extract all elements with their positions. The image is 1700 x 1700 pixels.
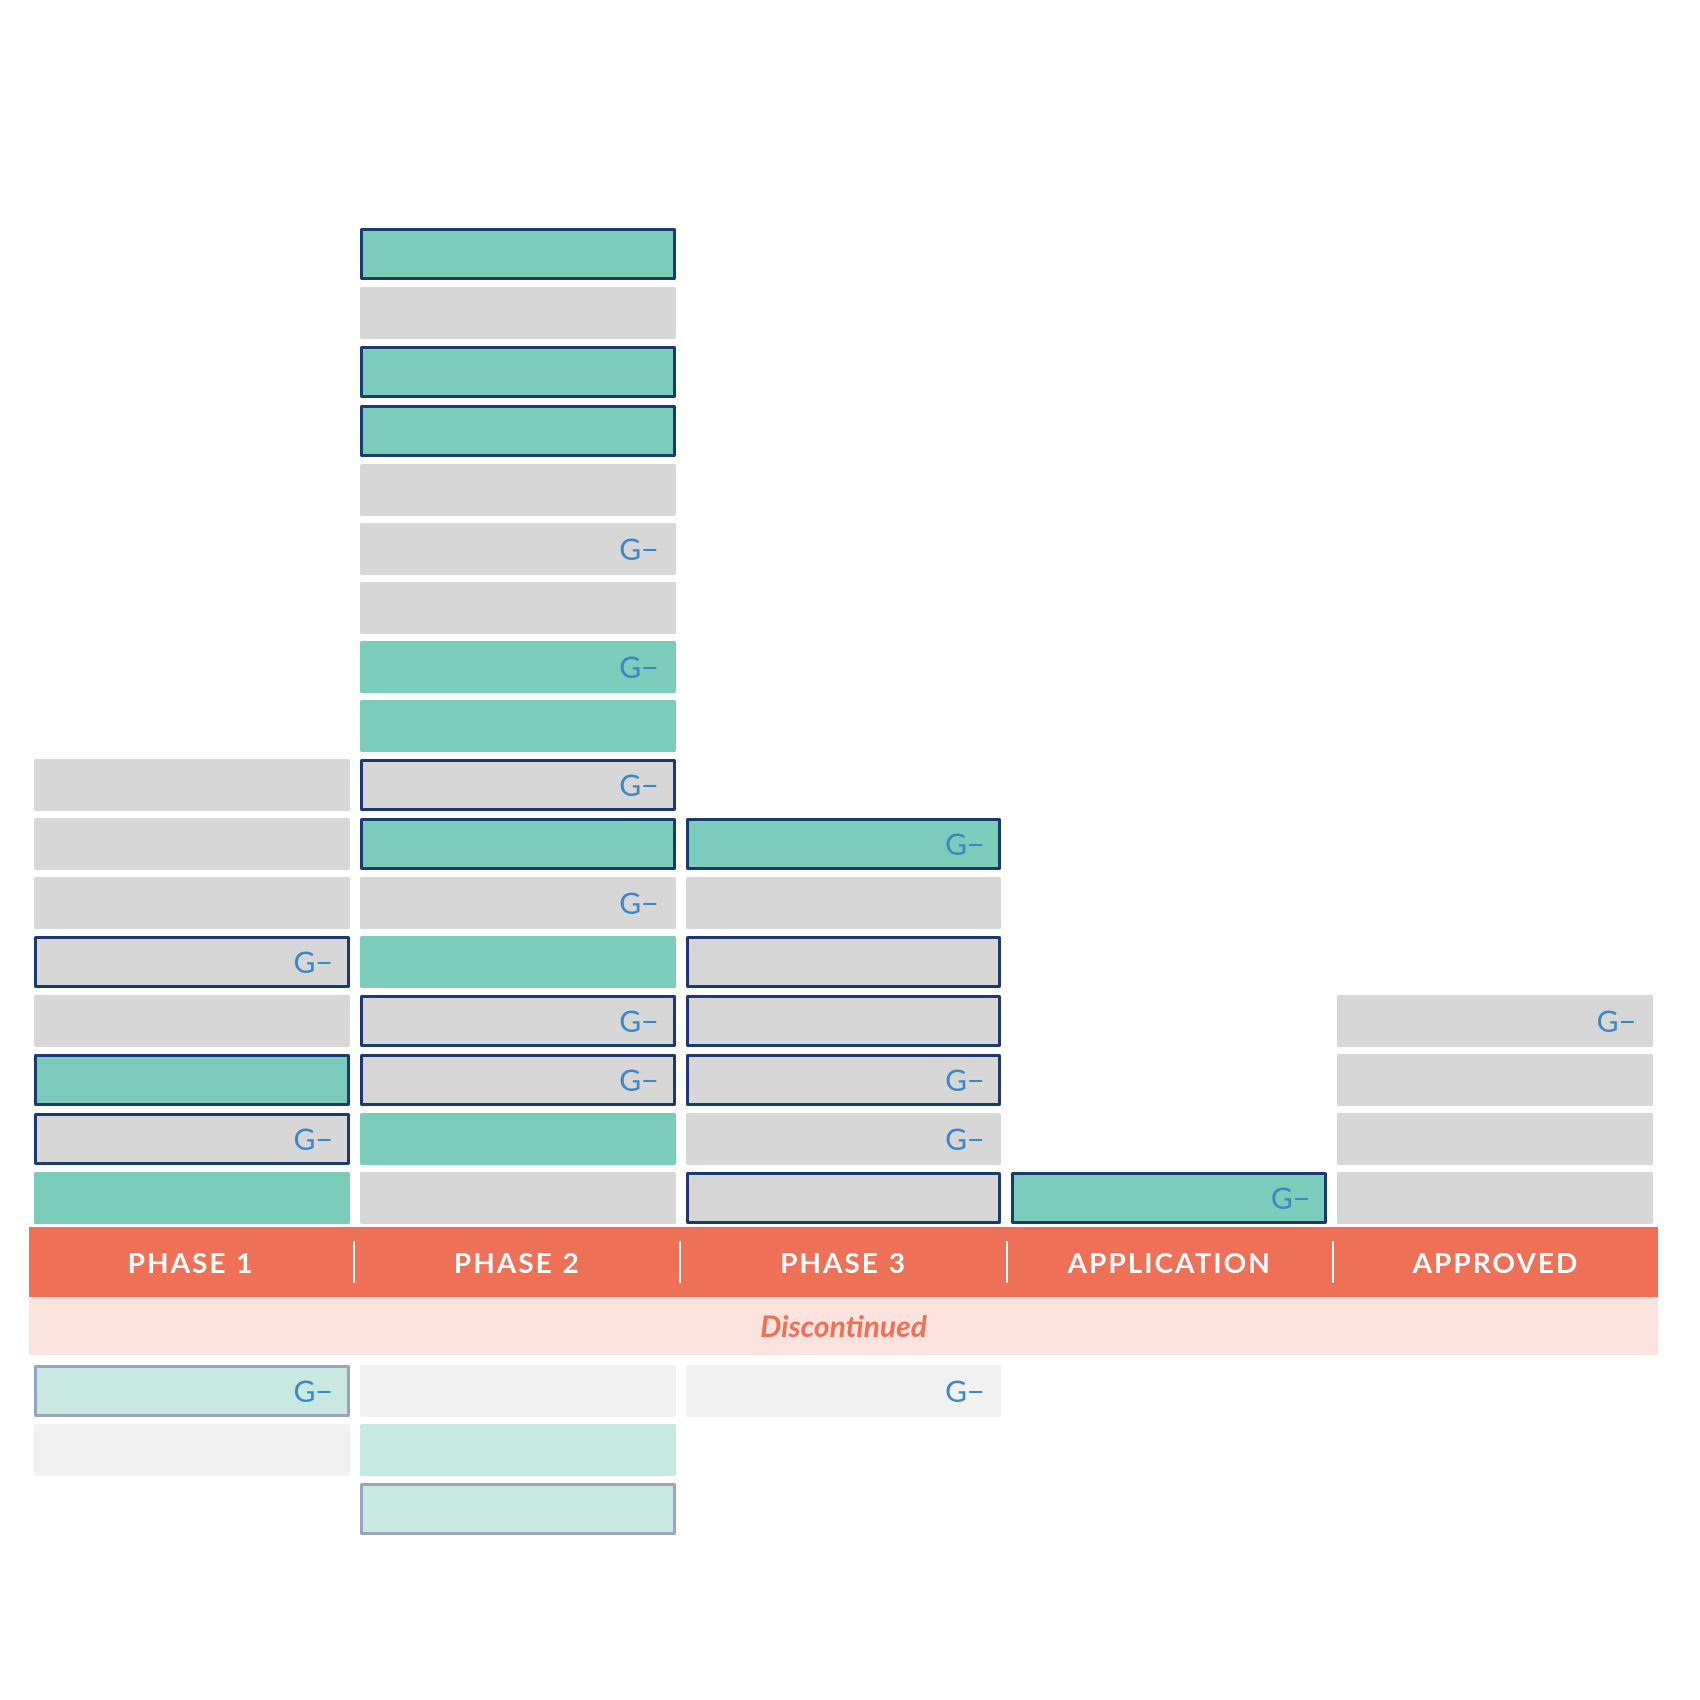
phase-header-label: PHASE 3 xyxy=(780,1245,907,1279)
pipeline-box xyxy=(360,582,676,634)
pipeline-box xyxy=(686,936,1002,988)
box-label: G− xyxy=(945,1373,984,1409)
phase-header: APPLICATION xyxy=(1008,1227,1332,1297)
pipeline-box xyxy=(34,995,350,1047)
box-label: G− xyxy=(293,944,332,980)
phase-column: G− xyxy=(1006,212,1332,1224)
discontinued-stacks-region: G− G− xyxy=(29,1358,1658,1598)
pipeline-box: G− xyxy=(686,1113,1002,1165)
pipeline-box xyxy=(1337,1113,1653,1165)
phase-bar: PHASE 1 PHASE 2 PHASE 3 APPLICATION APPROVED xyxy=(29,1227,1658,1297)
pipeline-box: G− xyxy=(360,523,676,575)
pipeline-box xyxy=(360,1172,676,1224)
box-label: G− xyxy=(619,885,658,921)
box-label: G− xyxy=(945,826,984,862)
pipeline-box xyxy=(360,936,676,988)
box-label: G− xyxy=(945,1062,984,1098)
box-label: G− xyxy=(619,1062,658,1098)
pipeline-box: G− xyxy=(360,1054,676,1106)
phase-header-label: APPLICATION xyxy=(1068,1245,1272,1279)
pipeline-box xyxy=(360,228,676,280)
pipeline-box: G− xyxy=(360,995,676,1047)
phase-column: G− G− G− xyxy=(681,212,1007,1224)
phase-column-discontinued xyxy=(355,1358,681,1598)
phase-header: APPROVED xyxy=(1334,1227,1658,1297)
pipeline-box xyxy=(1337,1172,1653,1224)
phase-header: PHASE 3 xyxy=(681,1227,1005,1297)
box-label: G− xyxy=(619,649,658,685)
pipeline-box: G− xyxy=(1337,995,1653,1047)
pipeline-box xyxy=(360,1113,676,1165)
phase-header: PHASE 2 xyxy=(355,1227,679,1297)
pipeline-box xyxy=(34,759,350,811)
pipeline-box xyxy=(1337,1054,1653,1106)
pipeline-box xyxy=(34,1424,350,1476)
pipeline-box xyxy=(360,1483,676,1535)
pipeline-box: G− xyxy=(34,936,350,988)
pipeline-box xyxy=(360,287,676,339)
phase-header-label: PHASE 2 xyxy=(454,1245,581,1279)
phase-header-label: PHASE 1 xyxy=(128,1245,255,1279)
pipeline-box: G− xyxy=(686,1365,1002,1417)
pipeline-box xyxy=(34,1172,350,1224)
pipeline-box xyxy=(360,346,676,398)
box-label: G− xyxy=(619,1003,658,1039)
discontinued-bar: Discontinued xyxy=(29,1297,1658,1355)
pipeline-box: G− xyxy=(1011,1172,1327,1224)
pipeline-box xyxy=(360,464,676,516)
phase-column: G− G− xyxy=(29,212,355,1224)
pipeline-box xyxy=(34,1054,350,1106)
pipeline-box: G− xyxy=(686,818,1002,870)
pipeline-box xyxy=(34,877,350,929)
box-label: G− xyxy=(945,1121,984,1157)
pipeline-box xyxy=(360,405,676,457)
pipeline-box xyxy=(686,1172,1002,1224)
box-label: G− xyxy=(293,1373,332,1409)
pipeline-box xyxy=(360,1365,676,1417)
box-label: G− xyxy=(1271,1180,1310,1216)
phase-header: PHASE 1 xyxy=(29,1227,353,1297)
phase-column-discontinued: G− xyxy=(29,1358,355,1598)
pipeline-box xyxy=(360,700,676,752)
phase-header-label: APPROVED xyxy=(1413,1245,1580,1279)
box-label: G− xyxy=(293,1121,332,1157)
pipeline-box: G− xyxy=(360,759,676,811)
phase-column: G− xyxy=(1332,212,1658,1224)
phase-column-discontinued xyxy=(1332,1358,1658,1598)
discontinued-label: Discontinued xyxy=(760,1308,927,1344)
pipeline-box: G− xyxy=(34,1365,350,1417)
pipeline-box: G− xyxy=(686,1054,1002,1106)
phase-column: G− G− G− G− G− G− xyxy=(355,212,681,1224)
box-label: G− xyxy=(1597,1003,1636,1039)
phase-column-discontinued: G− xyxy=(681,1358,1007,1598)
pipeline-box: G− xyxy=(34,1113,350,1165)
pipeline-box: G− xyxy=(360,877,676,929)
box-label: G− xyxy=(619,531,658,567)
pipeline-box xyxy=(360,1424,676,1476)
pipeline-box xyxy=(686,995,1002,1047)
pipeline-box xyxy=(686,877,1002,929)
phase-column-discontinued xyxy=(1006,1358,1332,1598)
pipeline-box xyxy=(34,818,350,870)
box-label: G− xyxy=(619,767,658,803)
pipeline-box xyxy=(360,818,676,870)
active-stacks-region: G− G− G− G− G− G− G− G− G− G− G− G− G− xyxy=(29,212,1658,1224)
pipeline-box: G− xyxy=(360,641,676,693)
